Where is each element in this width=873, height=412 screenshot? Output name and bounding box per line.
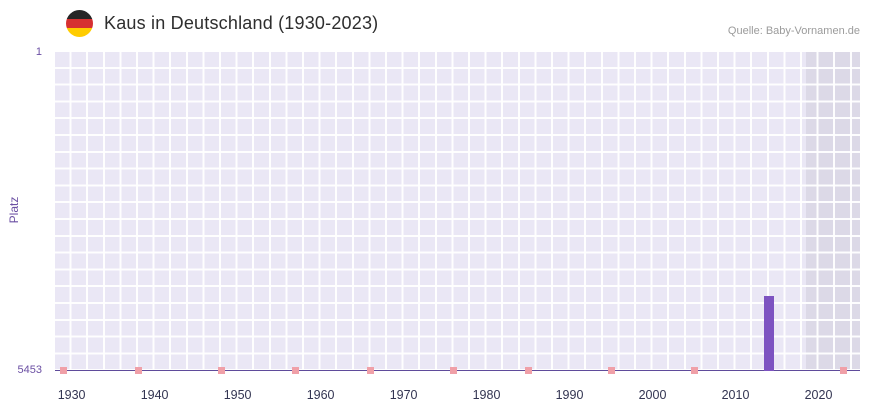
no-rank-marker-1966 [366, 367, 374, 374]
x-tick-2000: 2000 [638, 388, 667, 402]
germany-flag-icon [66, 10, 93, 37]
bars-layer [55, 52, 860, 374]
no-rank-marker-1929 [59, 367, 67, 374]
no-rank-marker-1976 [449, 367, 457, 374]
x-tick-1940: 1940 [140, 388, 169, 402]
x-tick-1990: 1990 [555, 388, 584, 402]
no-rank-marker-1995 [607, 367, 615, 374]
x-axis-line [55, 370, 860, 371]
plot-area [55, 52, 860, 374]
no-rank-marker-2005 [690, 367, 698, 374]
x-tick-1930: 1930 [57, 388, 86, 402]
rank-bar-2014 [763, 295, 774, 371]
x-tick-2010: 2010 [721, 388, 750, 402]
no-rank-marker-1938 [134, 367, 142, 374]
y-axis-label: Platz [7, 196, 21, 224]
x-tick-1970: 1970 [389, 388, 418, 402]
source-attribution: Quelle: Baby-Vornamen.de [727, 25, 860, 37]
x-tick-1950: 1950 [223, 388, 252, 402]
no-rank-marker-1985 [524, 367, 532, 374]
x-tick-2020: 2020 [804, 388, 833, 402]
x-tick-1960: 1960 [306, 388, 335, 402]
no-rank-marker-2023 [839, 367, 847, 374]
gridlines [55, 52, 860, 371]
y-tick-bottom: 5453 [17, 364, 42, 376]
x-tick-1980: 1980 [472, 388, 501, 402]
no-rank-marker-1957 [292, 367, 300, 374]
chart-title: Kaus in Deutschland (1930-2023) [104, 13, 379, 33]
y-tick-top: 1 [35, 46, 42, 58]
no-rank-marker-1948 [217, 367, 225, 374]
x-axis-ticks: 1930 1940 1950 1960 1970 1980 1990 2000 2010 2020 [55, 388, 860, 408]
